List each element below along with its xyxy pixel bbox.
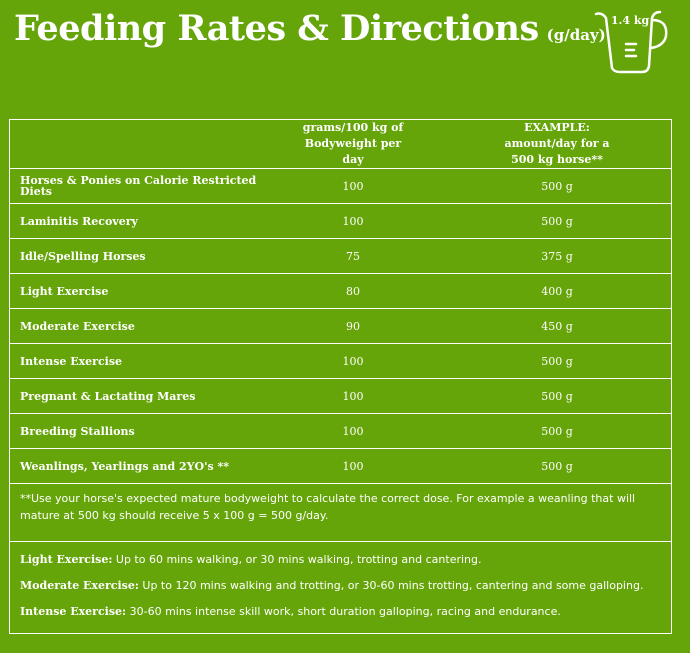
row-example: 500 g: [443, 168, 671, 204]
page-title: Feeding Rates & Directions: [14, 8, 539, 49]
table-header-row: grams/100 kg of Bodyweight per day EXAMP…: [10, 120, 671, 169]
row-rate: 100: [263, 378, 443, 414]
row-label: Weanlings, Yearlings and 2YO's **: [10, 448, 263, 484]
row-label: Pregnant & Lactating Mares: [10, 378, 263, 414]
definition-item: Intense Exercise: 30-60 mins intense ski…: [20, 604, 661, 620]
row-rate: 80: [263, 273, 443, 309]
column-header-rate: grams/100 kg of Bodyweight per day: [263, 120, 443, 169]
table-row: Breeding Stallions 100 500 g: [10, 413, 671, 449]
table-row: Pregnant & Lactating Mares 100 500 g: [10, 378, 671, 414]
feeding-table: grams/100 kg of Bodyweight per day EXAMP…: [10, 120, 671, 484]
row-example: 450 g: [443, 308, 671, 344]
row-rate: 100: [263, 203, 443, 239]
title-unit: (g/day): [546, 26, 606, 44]
table-row: Idle/Spelling Horses 75 375 g: [10, 238, 671, 274]
row-example: 400 g: [443, 273, 671, 309]
row-example: 500 g: [443, 203, 671, 239]
row-example: 375 g: [443, 238, 671, 274]
table-row: Light Exercise 80 400 g: [10, 273, 671, 309]
column-header-example: EXAMPLE: amount/day for a 500 kg horse**: [443, 120, 671, 169]
table-row: Horses & Ponies on Calorie Restricted Di…: [10, 168, 671, 204]
definition-term: Light Exercise:: [20, 553, 113, 566]
row-rate: 75: [263, 238, 443, 274]
table-row: Weanlings, Yearlings and 2YO's ** 100 500 …: [10, 448, 671, 484]
definition-text: Up to 120 mins walking and trotting, or …: [142, 579, 644, 592]
row-label: Light Exercise: [10, 273, 263, 309]
row-example: 500 g: [443, 343, 671, 379]
header-blank: [10, 120, 263, 169]
definition-text: 30-60 mins intense skill work, short dur…: [129, 605, 561, 618]
exercise-definitions: Light Exercise: Up to 60 mins walking, o…: [10, 542, 671, 620]
row-example: 500 g: [443, 413, 671, 449]
definition-item: Moderate Exercise: Up to 120 mins walkin…: [20, 578, 661, 594]
row-label: Horses & Ponies on Calorie Restricted Di…: [10, 168, 263, 204]
row-label: Laminitis Recovery: [10, 203, 263, 239]
row-label: Breeding Stallions: [10, 413, 263, 449]
row-rate: 100: [263, 448, 443, 484]
row-rate: 90: [263, 308, 443, 344]
row-example: 500 g: [443, 378, 671, 414]
bodyweight-note: **Use your horse's expected mature bodyw…: [10, 484, 671, 542]
row-label: Intense Exercise: [10, 343, 263, 379]
jug-label: 1.4 kg: [610, 14, 650, 27]
definition-item: Light Exercise: Up to 60 mins walking, o…: [20, 552, 661, 568]
row-rate: 100: [263, 343, 443, 379]
row-rate: 100: [263, 168, 443, 204]
row-label: Idle/Spelling Horses: [10, 238, 263, 274]
table-row: Moderate Exercise 90 450 g: [10, 308, 671, 344]
table-row: Laminitis Recovery 100 500 g: [10, 203, 671, 239]
table-row: Intense Exercise 100 500 g: [10, 343, 671, 379]
measuring-jug-icon: [594, 10, 668, 74]
page-header: Feeding Rates & Directions (g/day): [14, 8, 606, 49]
row-label: Moderate Exercise: [10, 308, 263, 344]
row-rate: 100: [263, 413, 443, 449]
definition-term: Intense Exercise:: [20, 605, 127, 618]
definition-term: Moderate Exercise:: [20, 579, 139, 592]
definition-text: Up to 60 mins walking, or 30 mins walkin…: [115, 553, 482, 566]
row-example: 500 g: [443, 448, 671, 484]
feeding-table-frame: grams/100 kg of Bodyweight per day EXAMP…: [9, 119, 672, 634]
